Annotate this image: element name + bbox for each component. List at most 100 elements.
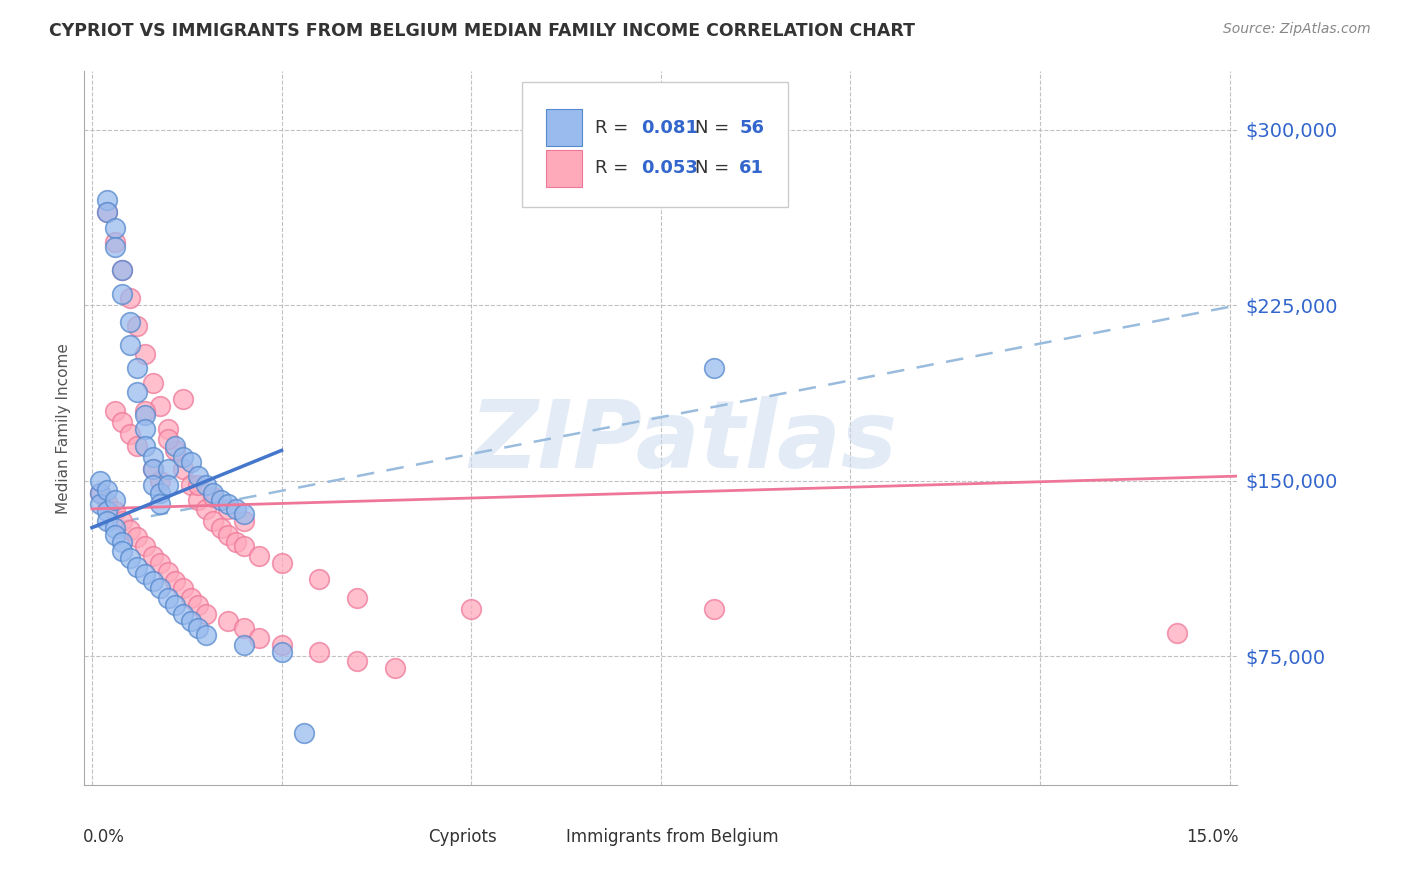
Point bbox=[165, 439, 187, 453]
Point bbox=[194, 501, 217, 516]
Point bbox=[218, 614, 240, 628]
FancyBboxPatch shape bbox=[384, 821, 419, 853]
Point bbox=[187, 621, 209, 635]
Text: 0.081: 0.081 bbox=[641, 119, 699, 136]
Point bbox=[180, 614, 202, 628]
Point bbox=[384, 661, 406, 675]
Point bbox=[172, 462, 194, 476]
Point bbox=[104, 235, 127, 249]
Text: N =: N = bbox=[696, 160, 735, 178]
Point bbox=[156, 478, 179, 492]
Point bbox=[172, 450, 194, 465]
Text: CYPRIOT VS IMMIGRANTS FROM BELGIUM MEDIAN FAMILY INCOME CORRELATION CHART: CYPRIOT VS IMMIGRANTS FROM BELGIUM MEDIA… bbox=[49, 22, 915, 40]
Point bbox=[218, 501, 240, 516]
Point bbox=[460, 602, 482, 616]
Point bbox=[134, 439, 156, 453]
Point bbox=[127, 319, 149, 334]
Point bbox=[149, 399, 172, 413]
Point bbox=[292, 726, 315, 740]
Point bbox=[142, 574, 165, 589]
Point bbox=[96, 204, 118, 219]
Point bbox=[156, 432, 179, 446]
Point bbox=[225, 534, 247, 549]
Point bbox=[180, 455, 202, 469]
Point bbox=[156, 591, 179, 605]
Point bbox=[149, 582, 172, 596]
Point bbox=[134, 422, 156, 436]
Point bbox=[194, 628, 217, 642]
FancyBboxPatch shape bbox=[523, 821, 557, 853]
Point bbox=[89, 497, 111, 511]
Point bbox=[111, 263, 134, 277]
Point bbox=[142, 376, 165, 390]
Point bbox=[118, 427, 141, 442]
Point bbox=[165, 598, 187, 612]
Point bbox=[104, 527, 127, 541]
Point bbox=[308, 572, 330, 586]
Point bbox=[247, 549, 270, 563]
Point bbox=[96, 504, 118, 518]
Point bbox=[194, 607, 217, 622]
Point bbox=[111, 286, 134, 301]
Point bbox=[270, 644, 292, 658]
Point bbox=[104, 240, 127, 254]
Point bbox=[232, 514, 254, 528]
Text: 0.0%: 0.0% bbox=[83, 828, 125, 846]
Point bbox=[127, 530, 149, 544]
FancyBboxPatch shape bbox=[523, 82, 787, 207]
Point bbox=[104, 520, 127, 534]
Point bbox=[156, 565, 179, 579]
Y-axis label: Median Family Income: Median Family Income bbox=[56, 343, 72, 514]
Point bbox=[149, 485, 172, 500]
Point bbox=[134, 539, 156, 553]
Point bbox=[232, 507, 254, 521]
Point bbox=[202, 514, 225, 528]
Point bbox=[96, 483, 118, 498]
Point bbox=[156, 422, 179, 436]
Text: Source: ZipAtlas.com: Source: ZipAtlas.com bbox=[1223, 22, 1371, 37]
Text: 0.053: 0.053 bbox=[641, 160, 699, 178]
Text: R =: R = bbox=[595, 119, 634, 136]
Point bbox=[104, 504, 127, 518]
Point bbox=[89, 485, 111, 500]
Text: Cypriots: Cypriots bbox=[427, 828, 496, 846]
Point bbox=[149, 474, 172, 488]
Text: N =: N = bbox=[696, 119, 735, 136]
Point bbox=[96, 193, 118, 207]
Point bbox=[209, 492, 232, 507]
Point bbox=[118, 551, 141, 566]
Point bbox=[134, 347, 156, 361]
Point bbox=[232, 621, 254, 635]
Point bbox=[202, 490, 225, 504]
Point bbox=[118, 315, 141, 329]
Point bbox=[225, 501, 247, 516]
Point bbox=[165, 574, 187, 589]
Point bbox=[89, 485, 111, 500]
Point bbox=[104, 403, 127, 417]
Point bbox=[703, 602, 725, 616]
Text: 56: 56 bbox=[740, 119, 765, 136]
Point bbox=[127, 384, 149, 399]
Point bbox=[156, 462, 179, 476]
Point bbox=[187, 469, 209, 483]
Text: 61: 61 bbox=[740, 160, 765, 178]
Point bbox=[142, 450, 165, 465]
Point bbox=[149, 497, 172, 511]
Point bbox=[104, 492, 127, 507]
Point bbox=[346, 591, 368, 605]
Point bbox=[180, 478, 202, 492]
Point bbox=[89, 474, 111, 488]
Point bbox=[104, 221, 127, 235]
Point bbox=[96, 495, 118, 509]
Point bbox=[346, 654, 368, 668]
Point bbox=[111, 263, 134, 277]
Point bbox=[142, 478, 165, 492]
Point bbox=[194, 478, 217, 492]
FancyBboxPatch shape bbox=[546, 150, 582, 187]
Point bbox=[111, 514, 134, 528]
Point bbox=[118, 291, 141, 305]
Point bbox=[232, 539, 254, 553]
Point bbox=[127, 439, 149, 453]
Point bbox=[96, 204, 118, 219]
FancyBboxPatch shape bbox=[546, 109, 582, 146]
